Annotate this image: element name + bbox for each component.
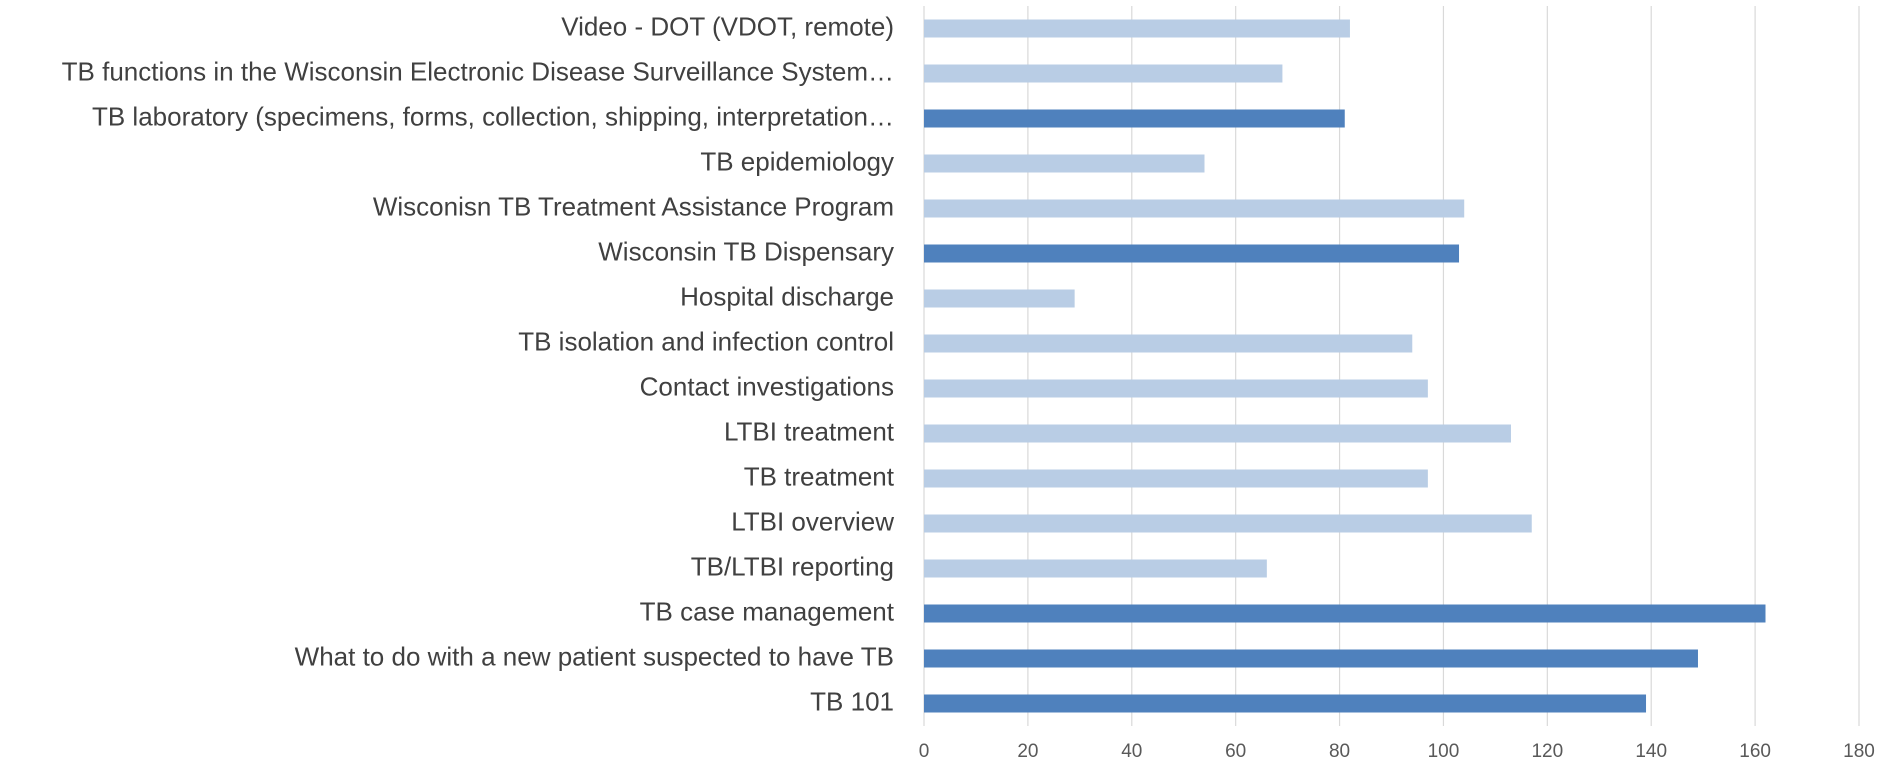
y-tick-label: Video - DOT (VDOT, remote) — [561, 11, 894, 41]
x-tick-label: 160 — [1739, 741, 1771, 762]
x-tick-label: 100 — [1428, 741, 1460, 762]
bar — [924, 649, 1698, 668]
bar — [924, 289, 1075, 308]
y-tick-label: TB functions in the Wisconsin Electronic… — [62, 56, 894, 86]
bar — [924, 199, 1465, 218]
bar — [924, 469, 1428, 488]
bar — [924, 694, 1647, 713]
bar — [924, 424, 1511, 443]
x-tick-label: 40 — [1121, 741, 1142, 762]
y-tick-label: TB laboratory (specimens, forms, collect… — [92, 101, 894, 131]
bar — [924, 334, 1413, 353]
bar — [924, 154, 1205, 173]
y-tick-label: TB epidemiology — [700, 146, 894, 176]
y-tick-label: Hospital discharge — [680, 281, 894, 311]
x-tick-label: 120 — [1531, 741, 1563, 762]
y-tick-label: LTBI treatment — [724, 416, 895, 446]
y-tick-label: Contact investigations — [640, 371, 894, 401]
y-tick-label: TB 101 — [810, 686, 894, 716]
y-tick-label: TB isolation and infection control — [518, 326, 894, 356]
y-tick-label: TB case management — [640, 596, 895, 626]
bar — [924, 19, 1350, 38]
y-tick-label: TB/LTBI reporting — [691, 551, 894, 581]
x-tick-label: 60 — [1225, 741, 1246, 762]
bar — [924, 64, 1283, 83]
x-tick-label: 140 — [1635, 741, 1667, 762]
x-tick-label: 180 — [1843, 741, 1875, 762]
x-tick-label: 80 — [1329, 741, 1350, 762]
x-tick-label: 0 — [919, 741, 930, 762]
y-tick-label: Wisconsin TB Dispensary — [598, 236, 894, 266]
bar — [924, 514, 1532, 533]
x-tick-label: 20 — [1017, 741, 1038, 762]
bar — [924, 244, 1460, 263]
y-tick-label: Wisconisn TB Treatment Assistance Progra… — [373, 191, 894, 221]
bar — [924, 604, 1766, 623]
y-tick-label: LTBI overview — [731, 506, 894, 536]
bar — [924, 559, 1267, 578]
y-tick-label: What to do with a new patient suspected … — [295, 641, 894, 671]
y-tick-label: TB treatment — [744, 461, 895, 491]
bar — [924, 379, 1428, 398]
bar — [924, 109, 1345, 128]
